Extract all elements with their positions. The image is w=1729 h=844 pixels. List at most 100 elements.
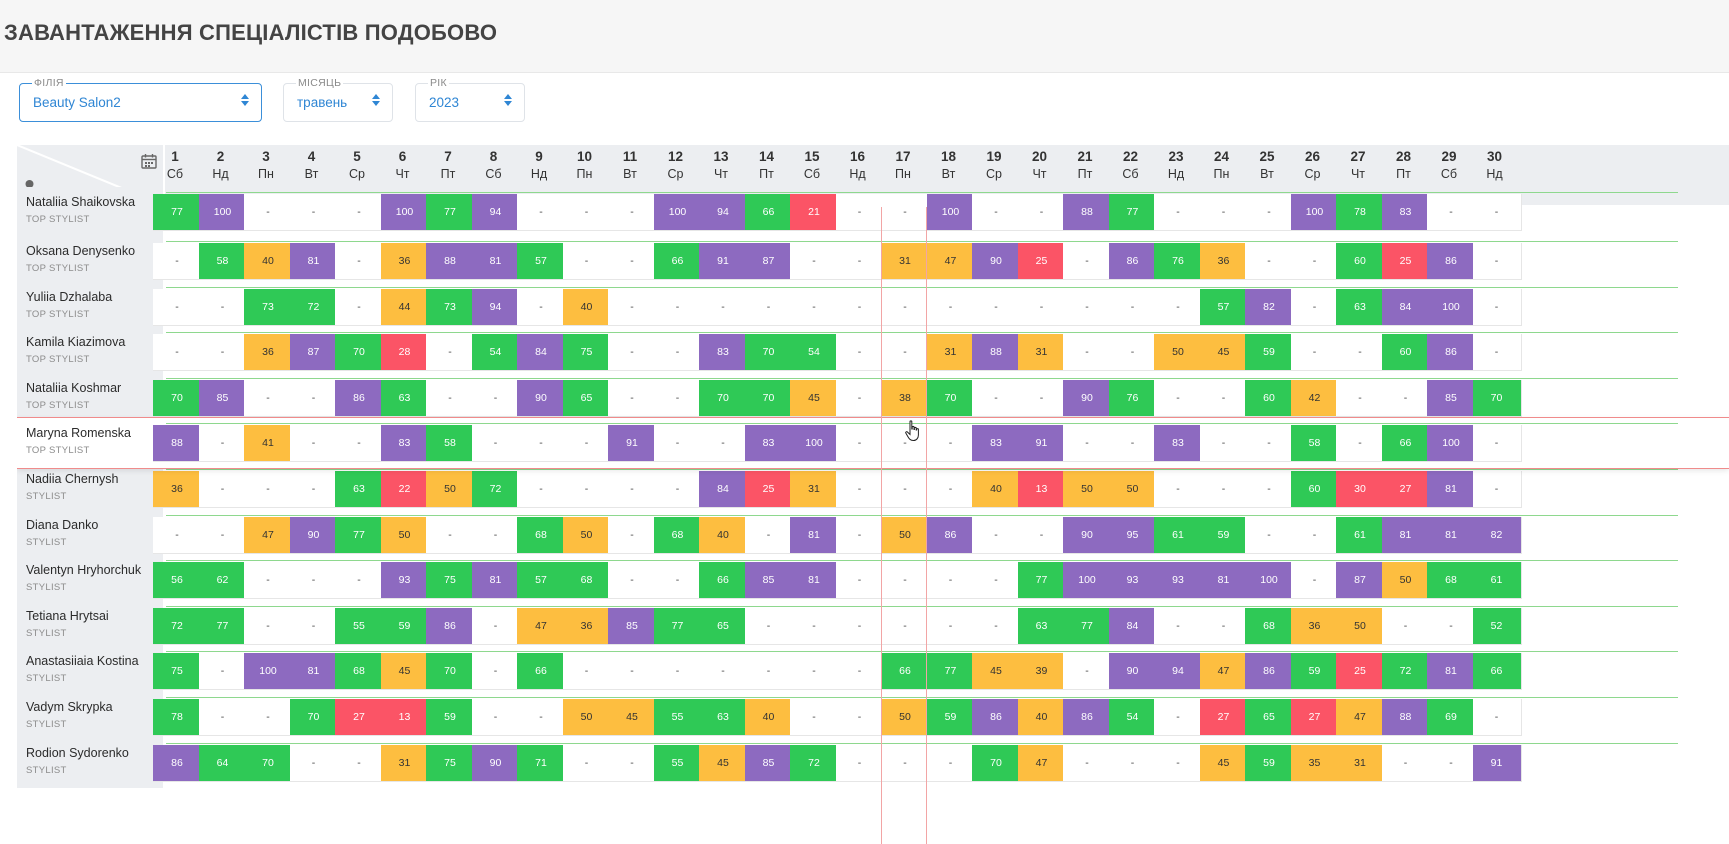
load-cell[interactable]: - xyxy=(198,425,248,463)
load-cell[interactable]: - xyxy=(881,471,930,508)
load-cell[interactable]: - xyxy=(335,744,384,782)
load-cell[interactable]: - xyxy=(244,379,293,417)
load-cell[interactable]: 83 xyxy=(380,425,430,463)
load-cell[interactable]: 50 xyxy=(562,699,612,736)
load-cell[interactable]: 88 xyxy=(153,425,202,463)
load-cell[interactable]: - xyxy=(1154,194,1203,231)
load-cell[interactable]: - xyxy=(653,653,703,691)
load-cell[interactable]: 70 xyxy=(699,379,748,417)
load-cell[interactable]: 47 xyxy=(517,607,566,645)
load-cell[interactable]: 13 xyxy=(380,699,430,736)
load-cell[interactable]: 59 xyxy=(1245,744,1294,782)
load-cell[interactable]: - xyxy=(289,379,339,417)
load-cell[interactable]: - xyxy=(244,471,293,508)
load-cell[interactable]: - xyxy=(608,744,657,782)
load-cell[interactable]: - xyxy=(289,425,339,463)
load-cell[interactable]: 90 xyxy=(289,516,339,554)
load-cell[interactable]: - xyxy=(653,379,703,417)
load-cell[interactable]: - xyxy=(699,288,748,326)
load-cell[interactable]: - xyxy=(244,562,293,600)
load-cell[interactable]: 84 xyxy=(699,471,748,508)
load-cell[interactable]: 63 xyxy=(1336,288,1385,326)
load-cell[interactable]: - xyxy=(926,288,976,326)
load-cell[interactable]: 60 xyxy=(1245,379,1294,417)
load-cell[interactable]: 87 xyxy=(1336,562,1385,600)
load-cell[interactable]: - xyxy=(1154,379,1203,417)
load-cell[interactable]: 76 xyxy=(1108,379,1158,417)
load-cell[interactable]: 70 xyxy=(153,379,202,417)
load-cell[interactable]: 56 xyxy=(153,562,202,600)
load-cell[interactable]: 70 xyxy=(289,699,339,736)
load-cell[interactable]: 81 xyxy=(1427,516,1476,554)
load-cell[interactable]: 40 xyxy=(562,288,612,326)
load-cell[interactable]: - xyxy=(1336,379,1385,417)
load-cell[interactable]: 70 xyxy=(744,334,794,372)
load-cell[interactable]: 70 xyxy=(244,744,293,782)
load-cell[interactable]: - xyxy=(1063,334,1112,372)
load-cell[interactable]: - xyxy=(289,562,339,600)
specialist-row[interactable]: Nadiia Chernysh STYLIST 36- - -63 22 50 72- - - -8… xyxy=(17,464,1729,514)
load-cell[interactable]: - xyxy=(972,607,1021,645)
load-cell[interactable]: - xyxy=(1472,194,1522,231)
load-cell[interactable]: - xyxy=(653,425,703,463)
load-cell[interactable]: - xyxy=(426,334,475,372)
load-cell[interactable]: - xyxy=(972,516,1021,554)
load-cell[interactable]: - xyxy=(153,288,202,326)
load-cell[interactable]: 70 xyxy=(972,744,1021,782)
load-cell[interactable]: 50 xyxy=(1063,471,1112,508)
load-cell[interactable]: - xyxy=(562,744,612,782)
load-cell[interactable]: 75 xyxy=(153,653,202,691)
load-cell[interactable]: 42 xyxy=(1290,379,1340,417)
load-cell[interactable]: 25 xyxy=(1381,243,1431,280)
load-cell[interactable]: 40 xyxy=(972,471,1021,508)
load-cell[interactable]: 95 xyxy=(1108,516,1158,554)
load-cell[interactable]: 13 xyxy=(1017,471,1067,508)
year-select[interactable]: РІК 2023 xyxy=(415,77,525,122)
load-cell[interactable]: 68 xyxy=(335,653,384,691)
load-cell[interactable]: - xyxy=(653,334,703,372)
load-cell[interactable]: - xyxy=(1336,334,1385,372)
load-cell[interactable]: - xyxy=(608,334,657,372)
branch-select[interactable]: ФІЛІЯ Beauty Salon2 xyxy=(19,77,262,122)
load-cell[interactable]: 50 xyxy=(881,516,930,554)
load-cell[interactable]: - xyxy=(517,699,566,736)
load-cell[interactable]: 70 xyxy=(926,379,976,417)
load-cell[interactable]: 72 xyxy=(153,607,202,645)
load-cell[interactable]: 86 xyxy=(1427,243,1476,280)
load-cell[interactable]: - xyxy=(471,516,521,554)
load-cell[interactable]: 90 xyxy=(517,379,566,417)
specialist-row[interactable]: Maryna Romenska TOP STYLIST 88-41- -83 58- - -… xyxy=(17,417,1729,470)
load-cell[interactable]: 22 xyxy=(380,471,430,508)
load-cell[interactable]: 83 xyxy=(1154,425,1203,463)
load-cell[interactable]: - xyxy=(289,744,339,782)
load-cell[interactable]: - xyxy=(1063,653,1112,691)
load-cell[interactable]: 72 xyxy=(790,744,839,782)
load-cell[interactable]: 68 xyxy=(653,516,703,554)
load-cell[interactable]: 68 xyxy=(517,516,566,554)
load-cell[interactable]: 70 xyxy=(335,334,384,372)
load-cell[interactable]: 36 xyxy=(153,471,202,508)
load-cell[interactable]: 100 xyxy=(244,653,293,691)
load-cell[interactable]: 100 xyxy=(198,194,248,231)
load-cell[interactable]: 45 xyxy=(608,699,657,736)
load-cell[interactable]: 94 xyxy=(471,288,521,326)
load-cell[interactable]: 68 xyxy=(1427,562,1476,600)
load-cell[interactable]: 65 xyxy=(699,607,748,645)
load-cell[interactable]: 47 xyxy=(1336,699,1385,736)
load-cell[interactable]: 45 xyxy=(790,379,839,417)
specialist-name-cell[interactable]: Oksana Denysenko TOP STYLIST xyxy=(17,236,163,286)
load-cell[interactable]: 36 xyxy=(562,607,612,645)
load-cell[interactable]: - xyxy=(699,425,748,463)
load-cell[interactable]: 45 xyxy=(1199,334,1249,372)
load-cell[interactable]: 85 xyxy=(608,607,657,645)
load-cell[interactable]: 60 xyxy=(1290,471,1340,508)
load-cell[interactable]: - xyxy=(1245,471,1294,508)
load-cell[interactable]: 25 xyxy=(1336,653,1385,691)
load-cell[interactable]: 100 xyxy=(1290,194,1340,231)
load-cell[interactable]: 36 xyxy=(380,243,430,280)
load-cell[interactable]: - xyxy=(1199,425,1249,463)
load-cell[interactable]: 65 xyxy=(1245,699,1294,736)
load-cell[interactable]: 47 xyxy=(926,243,976,280)
load-cell[interactable]: 91 xyxy=(1472,744,1522,782)
specialist-row[interactable]: Oksana Denysenko TOP STYLIST -58 40 81-36 88 8… xyxy=(17,236,1729,286)
